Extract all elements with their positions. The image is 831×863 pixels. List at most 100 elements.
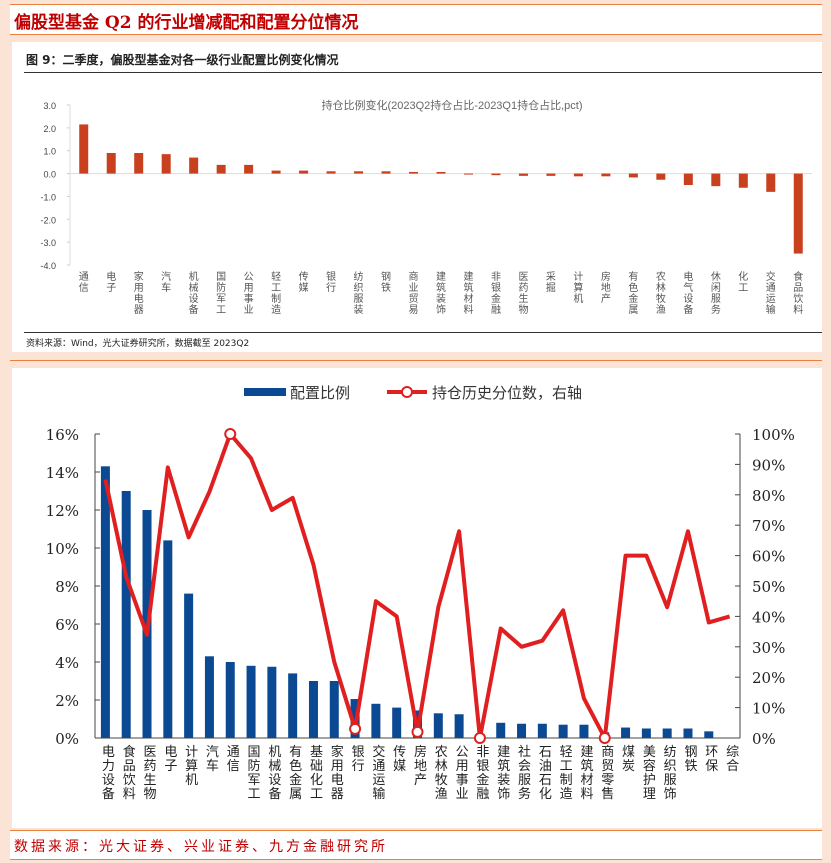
- x-tick-label: 建筑材料: [580, 745, 593, 802]
- figure-9-panel: 图 9：二季度，偏股型基金对各一级行业配置比例变化情况 持仓比例变化(2023Q…: [12, 42, 822, 352]
- x-tick-label: 商业贸易: [409, 270, 419, 316]
- x-tick-label: 建筑装饰: [436, 270, 446, 316]
- x-tick-label: 食品饮料: [123, 744, 136, 802]
- bar: [656, 173, 666, 180]
- left-tick-label: 0%: [55, 730, 79, 748]
- bar: [641, 728, 651, 738]
- line-marker: [349, 722, 362, 735]
- right-tick-label: 80%: [752, 487, 785, 505]
- chart-title: 持仓比例变化(2023Q2持仓占比-2023Q1持仓占比,pct): [321, 98, 582, 112]
- x-tick-label: 纺织服装: [354, 270, 364, 316]
- x-tick-label: 医药生物: [518, 271, 528, 316]
- x-tick-label: 电子: [106, 270, 116, 294]
- right-tick-label: 30%: [752, 639, 785, 657]
- bar: [711, 173, 721, 187]
- x-tick-label: 机械设备: [268, 745, 281, 802]
- bar: [463, 173, 473, 175]
- right-tick-label: 10%: [752, 700, 785, 718]
- bar: [79, 124, 89, 174]
- x-tick-label: 计算机: [185, 745, 198, 788]
- left-tick-label: 4%: [55, 654, 79, 672]
- bar: [246, 665, 256, 738]
- x-tick-label: 通信: [227, 745, 240, 774]
- x-tick-label: 综合: [726, 745, 739, 774]
- divider: [24, 332, 822, 333]
- x-tick-label: 煤炭: [622, 745, 635, 774]
- bar: [244, 164, 254, 174]
- right-tick-label: 20%: [752, 669, 785, 687]
- bar: [271, 170, 281, 174]
- bar: [216, 164, 226, 174]
- bar: [326, 171, 336, 174]
- y-tick-label: -1.0: [40, 192, 56, 202]
- x-tick-label: 机械设备: [189, 270, 199, 316]
- bar: [683, 173, 693, 185]
- x-tick-label: 家用电器: [134, 270, 144, 316]
- left-tick-label: 16%: [46, 426, 79, 444]
- x-tick-label: 商贸零售: [601, 745, 614, 802]
- x-tick-label: 钢铁: [684, 745, 697, 774]
- left-tick-label: 2%: [55, 692, 79, 710]
- bar: [308, 681, 318, 738]
- bar: [371, 703, 381, 738]
- divider: [10, 360, 822, 361]
- right-tick-label: 40%: [752, 608, 785, 626]
- x-tick-label: 交通运输: [766, 270, 776, 316]
- line-marker: [473, 732, 486, 744]
- right-tick-label: 100%: [752, 426, 795, 444]
- right-tick-label: 0%: [752, 730, 776, 748]
- bar: [100, 466, 110, 738]
- bar: [491, 173, 501, 176]
- x-tick-label: 环保: [705, 745, 718, 774]
- line-marker: [411, 725, 424, 738]
- x-tick-label: 农林牧渔: [435, 745, 448, 802]
- x-tick-label: 通信: [79, 271, 89, 294]
- x-tick-label: 银行: [352, 745, 365, 774]
- bar: [496, 722, 506, 738]
- bar: [628, 173, 638, 178]
- x-tick-label: 房地产: [414, 744, 427, 788]
- divider: [24, 72, 822, 73]
- figure-source: 资料来源：Wind，光大证券研究所，数据截至 2023Q2: [26, 339, 250, 349]
- bar: [518, 173, 528, 176]
- x-tick-label: 电力设备: [102, 745, 115, 802]
- x-tick-label: 汽车: [161, 270, 171, 294]
- x-tick-label: 非银金融: [491, 271, 501, 316]
- bar: [537, 723, 547, 738]
- x-tick-label: 休闲服务: [711, 271, 721, 316]
- x-tick-label: 建筑材料: [463, 270, 473, 316]
- bar: [163, 540, 173, 738]
- bar: [161, 154, 171, 174]
- left-tick-label: 14%: [46, 464, 79, 482]
- footer-source: 数据来源：光大证券、兴业证券、九方金融研究所: [14, 839, 388, 855]
- bar: [433, 713, 443, 738]
- bar: [454, 714, 464, 738]
- bar: [601, 173, 611, 177]
- bar: [683, 728, 693, 738]
- legend-label: 配置比例: [290, 384, 350, 402]
- x-tick-label: 电气设备: [683, 270, 693, 316]
- x-tick-label: 美容护理: [643, 745, 656, 802]
- x-tick-label: 有色金属: [289, 745, 302, 802]
- bar: [392, 707, 402, 738]
- figure-title: 图 9：二季度，偏股型基金对各一级行业配置比例变化情况: [26, 53, 339, 67]
- bar: [579, 724, 589, 738]
- bar: [381, 171, 391, 174]
- bar: [517, 723, 527, 738]
- x-tick-label: 化工: [738, 270, 748, 294]
- bar: [299, 170, 309, 174]
- y-tick-label: 2.0: [43, 124, 56, 134]
- bar: [106, 153, 116, 174]
- y-tick-label: 1.0: [43, 147, 56, 157]
- x-tick-label: 传媒: [393, 745, 406, 774]
- right-tick-label: 60%: [752, 548, 785, 566]
- bar: [704, 731, 714, 738]
- right-tick-label: 50%: [752, 578, 785, 596]
- x-tick-label: 公用事业: [456, 745, 469, 802]
- bar: [738, 173, 748, 188]
- y-tick-label: -3.0: [40, 238, 56, 248]
- x-tick-label: 公用事业: [244, 272, 254, 316]
- x-tick-label: 银行: [326, 270, 336, 294]
- x-tick-label: 轻工制造: [560, 745, 573, 802]
- x-tick-label: 农林牧渔: [656, 270, 666, 316]
